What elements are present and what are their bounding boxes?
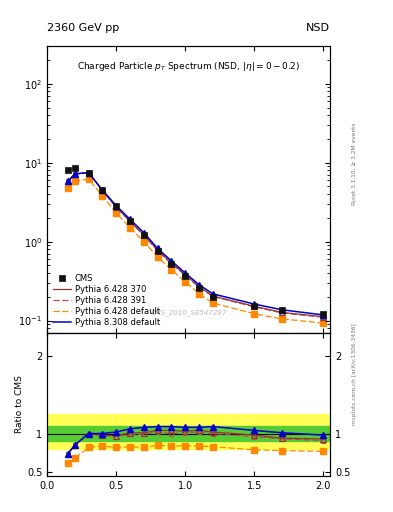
- Pythia 6.428 370: [86, 169, 91, 176]
- Pythia 6.428 370: [100, 187, 105, 194]
- Pythia 6.428 391: [321, 314, 325, 321]
- Pythia 6.428 391: [210, 293, 215, 300]
- Pythia 6.428 391: [183, 272, 187, 279]
- Pythia 8.308 default: [210, 291, 215, 297]
- Pythia 8.308 default: [66, 178, 70, 184]
- Pythia 6.428 391: [66, 178, 70, 184]
- Pythia 6.428 391: [72, 171, 77, 177]
- Pythia 6.428 default: [196, 290, 201, 296]
- Pythia 6.428 391: [196, 284, 201, 290]
- Line: Pythia 6.428 default: Pythia 6.428 default: [68, 179, 323, 323]
- Pythia 8.308 default: [279, 307, 284, 313]
- Pythia 6.428 370: [66, 178, 70, 184]
- Pythia 6.428 default: [100, 193, 105, 199]
- Bar: [47, 426, 330, 441]
- CMS: [169, 261, 174, 267]
- Pythia 6.428 default: [210, 300, 215, 306]
- CMS: [100, 187, 105, 193]
- Pythia 6.428 391: [169, 261, 174, 267]
- Pythia 6.428 370: [128, 218, 132, 224]
- Pythia 6.428 370: [196, 284, 201, 290]
- Legend: CMS, Pythia 6.428 370, Pythia 6.428 391, Pythia 6.428 default, Pythia 8.308 defa: CMS, Pythia 6.428 370, Pythia 6.428 391,…: [51, 272, 162, 329]
- Pythia 6.428 default: [86, 176, 91, 182]
- Text: Charged Particle $p_T$ Spectrum (NSD, $|\eta|= 0 - 0.2$): Charged Particle $p_T$ Spectrum (NSD, $|…: [77, 60, 300, 73]
- Pythia 6.428 370: [321, 314, 325, 320]
- Pythia 6.428 370: [72, 171, 77, 177]
- Pythia 6.428 default: [183, 279, 187, 285]
- Line: Pythia 8.308 default: Pythia 8.308 default: [68, 173, 323, 315]
- Pythia 6.428 default: [279, 316, 284, 322]
- Pythia 6.428 default: [114, 210, 119, 216]
- Pythia 6.428 391: [100, 187, 105, 194]
- Pythia 6.428 370: [183, 272, 187, 278]
- Pythia 6.428 default: [252, 311, 257, 317]
- CMS: [66, 167, 70, 174]
- Pythia 8.308 default: [72, 171, 77, 177]
- Text: 2360 GeV pp: 2360 GeV pp: [47, 23, 119, 33]
- Pythia 6.428 391: [141, 232, 146, 239]
- Pythia 6.428 370: [114, 204, 119, 210]
- Pythia 6.428 370: [210, 293, 215, 299]
- CMS: [321, 311, 325, 317]
- Pythia 8.308 default: [128, 216, 132, 222]
- CMS: [155, 248, 160, 254]
- Pythia 6.428 391: [279, 310, 284, 316]
- Pythia 6.428 default: [321, 320, 325, 326]
- CMS: [252, 303, 257, 309]
- Pythia 8.308 default: [321, 312, 325, 318]
- CMS: [86, 169, 91, 176]
- Text: mcplots.cern.ch [arXiv:1306.3436]: mcplots.cern.ch [arXiv:1306.3436]: [352, 323, 357, 424]
- Pythia 8.308 default: [252, 301, 257, 307]
- Pythia 6.428 391: [252, 304, 257, 310]
- Pythia 6.428 370: [155, 247, 160, 253]
- Pythia 8.308 default: [86, 169, 91, 176]
- Pythia 6.428 default: [169, 267, 174, 273]
- CMS: [196, 285, 201, 291]
- Line: Pythia 6.428 391: Pythia 6.428 391: [68, 173, 323, 317]
- CMS: [183, 273, 187, 279]
- Pythia 6.428 default: [128, 225, 132, 231]
- Text: CMS_2010_S8547297: CMS_2010_S8547297: [151, 309, 227, 315]
- Line: Pythia 6.428 370: Pythia 6.428 370: [68, 173, 323, 317]
- Pythia 6.428 370: [141, 232, 146, 238]
- Pythia 8.308 default: [114, 203, 119, 209]
- Pythia 8.308 default: [183, 270, 187, 276]
- CMS: [114, 203, 119, 209]
- Text: NSD: NSD: [306, 23, 330, 33]
- Line: CMS: CMS: [65, 165, 326, 317]
- Y-axis label: Ratio to CMS: Ratio to CMS: [15, 375, 24, 434]
- Pythia 8.308 default: [141, 229, 146, 236]
- CMS: [279, 307, 284, 313]
- Pythia 6.428 370: [252, 303, 257, 309]
- Pythia 8.308 default: [100, 187, 105, 193]
- Pythia 8.308 default: [155, 245, 160, 251]
- Pythia 8.308 default: [196, 282, 201, 288]
- CMS: [72, 165, 77, 172]
- Pythia 6.428 391: [155, 247, 160, 253]
- CMS: [210, 294, 215, 300]
- CMS: [141, 232, 146, 239]
- Pythia 6.428 default: [141, 239, 146, 245]
- CMS: [128, 219, 132, 225]
- Pythia 6.428 default: [155, 254, 160, 260]
- Pythia 6.428 391: [86, 169, 91, 176]
- Pythia 6.428 391: [128, 219, 132, 225]
- Pythia 6.428 370: [279, 309, 284, 315]
- Pythia 6.428 default: [66, 185, 70, 191]
- Pythia 6.428 default: [72, 178, 77, 184]
- Pythia 6.428 370: [169, 260, 174, 266]
- Pythia 8.308 default: [169, 258, 174, 264]
- Text: Rivet 3.1.10, ≥ 3.2M events: Rivet 3.1.10, ≥ 3.2M events: [352, 122, 357, 205]
- Bar: [47, 414, 330, 449]
- Pythia 6.428 391: [114, 204, 119, 210]
